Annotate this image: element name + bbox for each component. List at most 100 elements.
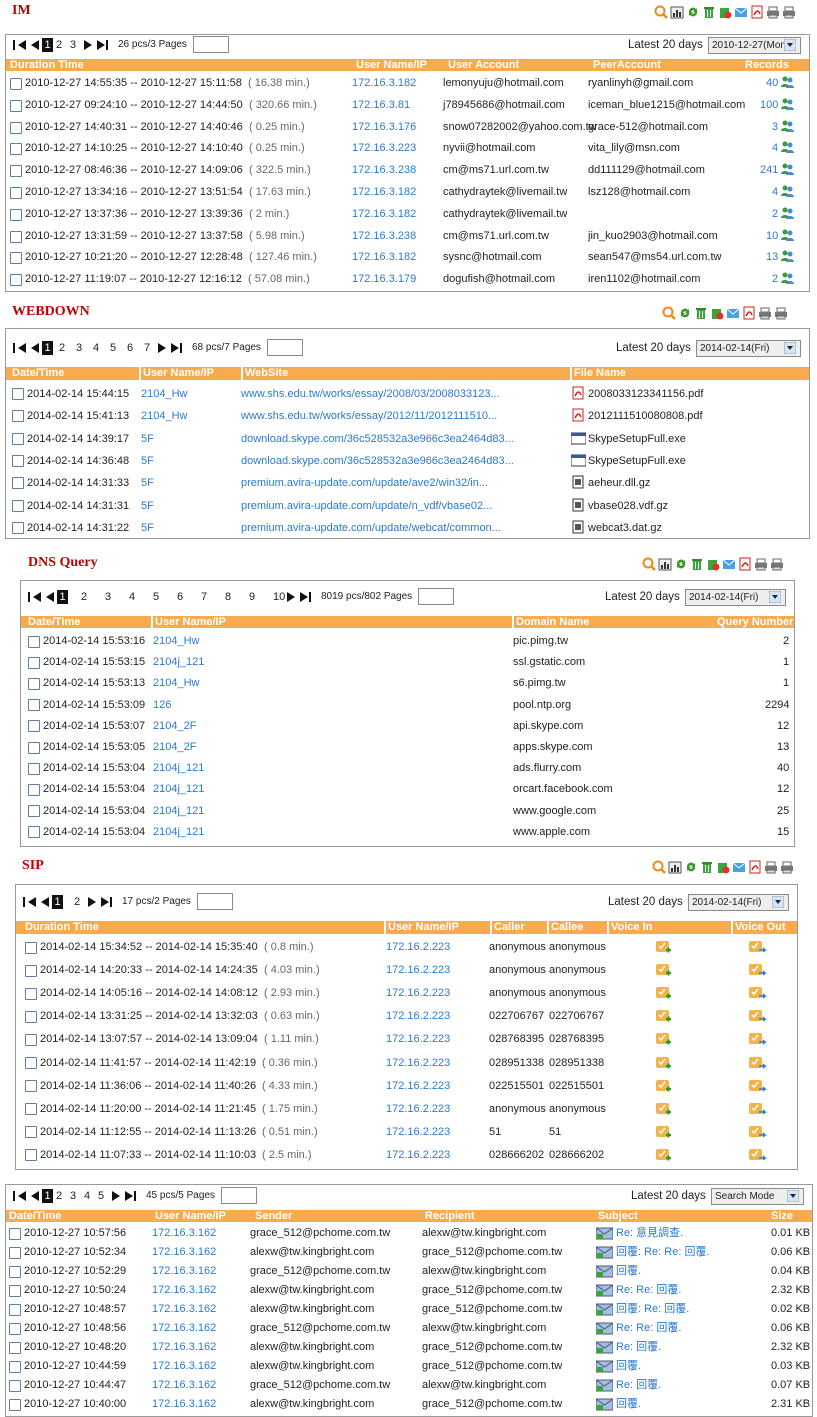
pager-arrow[interactable] xyxy=(29,40,41,50)
cell-subject[interactable]: Re: Re: 回覆. xyxy=(616,1322,682,1334)
page-number[interactable]: 5 xyxy=(110,342,117,354)
icon[interactable] xyxy=(655,1124,677,1141)
cell-user[interactable]: 2104_Hw xyxy=(153,677,200,690)
cell-subject[interactable]: Re: 意見調查. xyxy=(616,1227,684,1239)
icon[interactable] xyxy=(748,939,770,956)
row-checkbox[interactable] xyxy=(28,656,40,669)
row-checkbox[interactable] xyxy=(10,230,22,243)
icon[interactable] xyxy=(674,557,688,571)
icon[interactable] xyxy=(670,5,684,19)
row-checkbox[interactable] xyxy=(10,165,22,178)
cell-user[interactable]: 172.16.3.162 xyxy=(152,1284,217,1296)
row-checkbox[interactable] xyxy=(28,826,40,839)
cell-user[interactable]: 172.16.3.162 xyxy=(152,1322,217,1334)
cell-user[interactable]: 5F xyxy=(141,499,154,512)
icon[interactable] xyxy=(655,985,677,1002)
icon[interactable] xyxy=(782,5,796,19)
page-number[interactable]: 2 xyxy=(74,896,81,908)
pager-arrow[interactable] xyxy=(88,897,100,907)
range-select[interactable]: 2014-02-14(Fri) xyxy=(696,340,801,357)
page-number[interactable]: 2 xyxy=(56,1190,63,1202)
icon[interactable] xyxy=(764,860,778,874)
icon[interactable] xyxy=(758,306,772,320)
cell-records[interactable]: 13 xyxy=(766,251,779,264)
cell-user[interactable]: 172.16.3.182 xyxy=(352,207,417,220)
cell-records[interactable]: 40 xyxy=(766,77,779,89)
icon[interactable] xyxy=(655,1008,677,1025)
icon[interactable] xyxy=(748,1008,770,1025)
cell-user[interactable]: 172.16.3.238 xyxy=(352,164,417,177)
icon[interactable] xyxy=(655,1055,677,1072)
cell-records[interactable]: 4 xyxy=(772,142,779,155)
row-checkbox[interactable] xyxy=(10,143,22,156)
page-input[interactable] xyxy=(197,893,233,910)
icon[interactable] xyxy=(655,1101,677,1118)
icon[interactable] xyxy=(750,5,764,19)
icon[interactable] xyxy=(694,306,708,320)
row-checkbox[interactable] xyxy=(28,699,40,712)
cell-user[interactable]: 172.16.3.81 xyxy=(352,98,411,111)
row-checkbox[interactable] xyxy=(10,252,22,265)
cell-user[interactable]: 5F xyxy=(141,454,154,467)
row-checkbox[interactable] xyxy=(12,432,24,445)
pager-arrow[interactable] xyxy=(125,1191,137,1201)
page-number[interactable]: 1 xyxy=(42,1189,53,1203)
icon[interactable] xyxy=(662,306,676,320)
pager-arrow[interactable] xyxy=(31,592,43,602)
row-checkbox[interactable] xyxy=(9,1303,21,1316)
pager-arrow[interactable] xyxy=(13,1191,25,1201)
row-checkbox[interactable] xyxy=(9,1360,21,1373)
page-number[interactable]: 7 xyxy=(144,342,151,354)
range-select[interactable]: 2014-02-14(Fri) xyxy=(688,894,789,911)
row-checkbox[interactable] xyxy=(28,635,40,648)
cell-subject[interactable]: 回覆. xyxy=(616,1265,642,1277)
icon[interactable] xyxy=(655,962,677,979)
icon[interactable] xyxy=(780,140,794,154)
page-number[interactable]: 2 xyxy=(59,342,66,354)
page-number[interactable]: 2 xyxy=(56,39,63,51)
row-checkbox[interactable] xyxy=(12,410,24,423)
row-checkbox[interactable] xyxy=(25,1149,37,1162)
row-checkbox[interactable] xyxy=(25,941,37,954)
row-checkbox[interactable] xyxy=(28,741,40,754)
icon[interactable] xyxy=(700,860,714,874)
range-select[interactable]: 2014-02-14(Fri) xyxy=(685,589,786,606)
row-checkbox[interactable] xyxy=(9,1265,21,1278)
page-number[interactable]: 5 xyxy=(153,591,160,603)
cell-user[interactable]: 172.16.2.223 xyxy=(386,1010,451,1023)
cell-user[interactable]: 172.16.3.223 xyxy=(352,142,417,155)
cell-subject[interactable]: Re: 回覆. xyxy=(616,1341,662,1353)
icon[interactable] xyxy=(780,249,794,263)
pager-arrow[interactable] xyxy=(300,592,312,602)
cell-user[interactable]: 2104_Hw xyxy=(141,410,188,423)
cell-user[interactable]: 2104_Hw xyxy=(153,635,200,647)
icon[interactable] xyxy=(780,860,794,874)
icon[interactable] xyxy=(706,557,720,571)
icon[interactable] xyxy=(678,306,692,320)
icon[interactable] xyxy=(780,97,794,111)
icon[interactable] xyxy=(710,306,724,320)
row-checkbox[interactable] xyxy=(12,499,24,512)
cell-records[interactable]: 3 xyxy=(772,120,779,133)
icon[interactable] xyxy=(716,860,730,874)
cell-user[interactable]: 2104_Hw xyxy=(141,388,188,400)
icon[interactable] xyxy=(780,271,794,285)
row-checkbox[interactable] xyxy=(12,388,24,401)
row-checkbox[interactable] xyxy=(9,1227,21,1240)
cell-user[interactable]: 172.16.2.223 xyxy=(386,987,451,1000)
row-checkbox[interactable] xyxy=(28,678,40,690)
row-checkbox[interactable] xyxy=(10,99,22,112)
row-checkbox[interactable] xyxy=(9,1341,21,1354)
cell-user[interactable]: 2104j_121 xyxy=(153,804,205,817)
pager-arrow[interactable] xyxy=(39,897,51,907)
page-number[interactable]: 3 xyxy=(76,342,83,354)
cell-user[interactable]: 172.16.3.182 xyxy=(352,77,417,89)
cell-user[interactable]: 172.16.2.223 xyxy=(386,964,451,977)
cell-user[interactable]: 172.16.2.223 xyxy=(386,941,451,953)
row-checkbox[interactable] xyxy=(9,1246,21,1259)
page-number[interactable]: 6 xyxy=(127,342,134,354)
cell-subject[interactable]: Re: Re: 回覆. xyxy=(616,1284,682,1296)
icon[interactable] xyxy=(722,557,736,571)
row-checkbox[interactable] xyxy=(12,521,24,534)
icon[interactable] xyxy=(734,5,748,19)
